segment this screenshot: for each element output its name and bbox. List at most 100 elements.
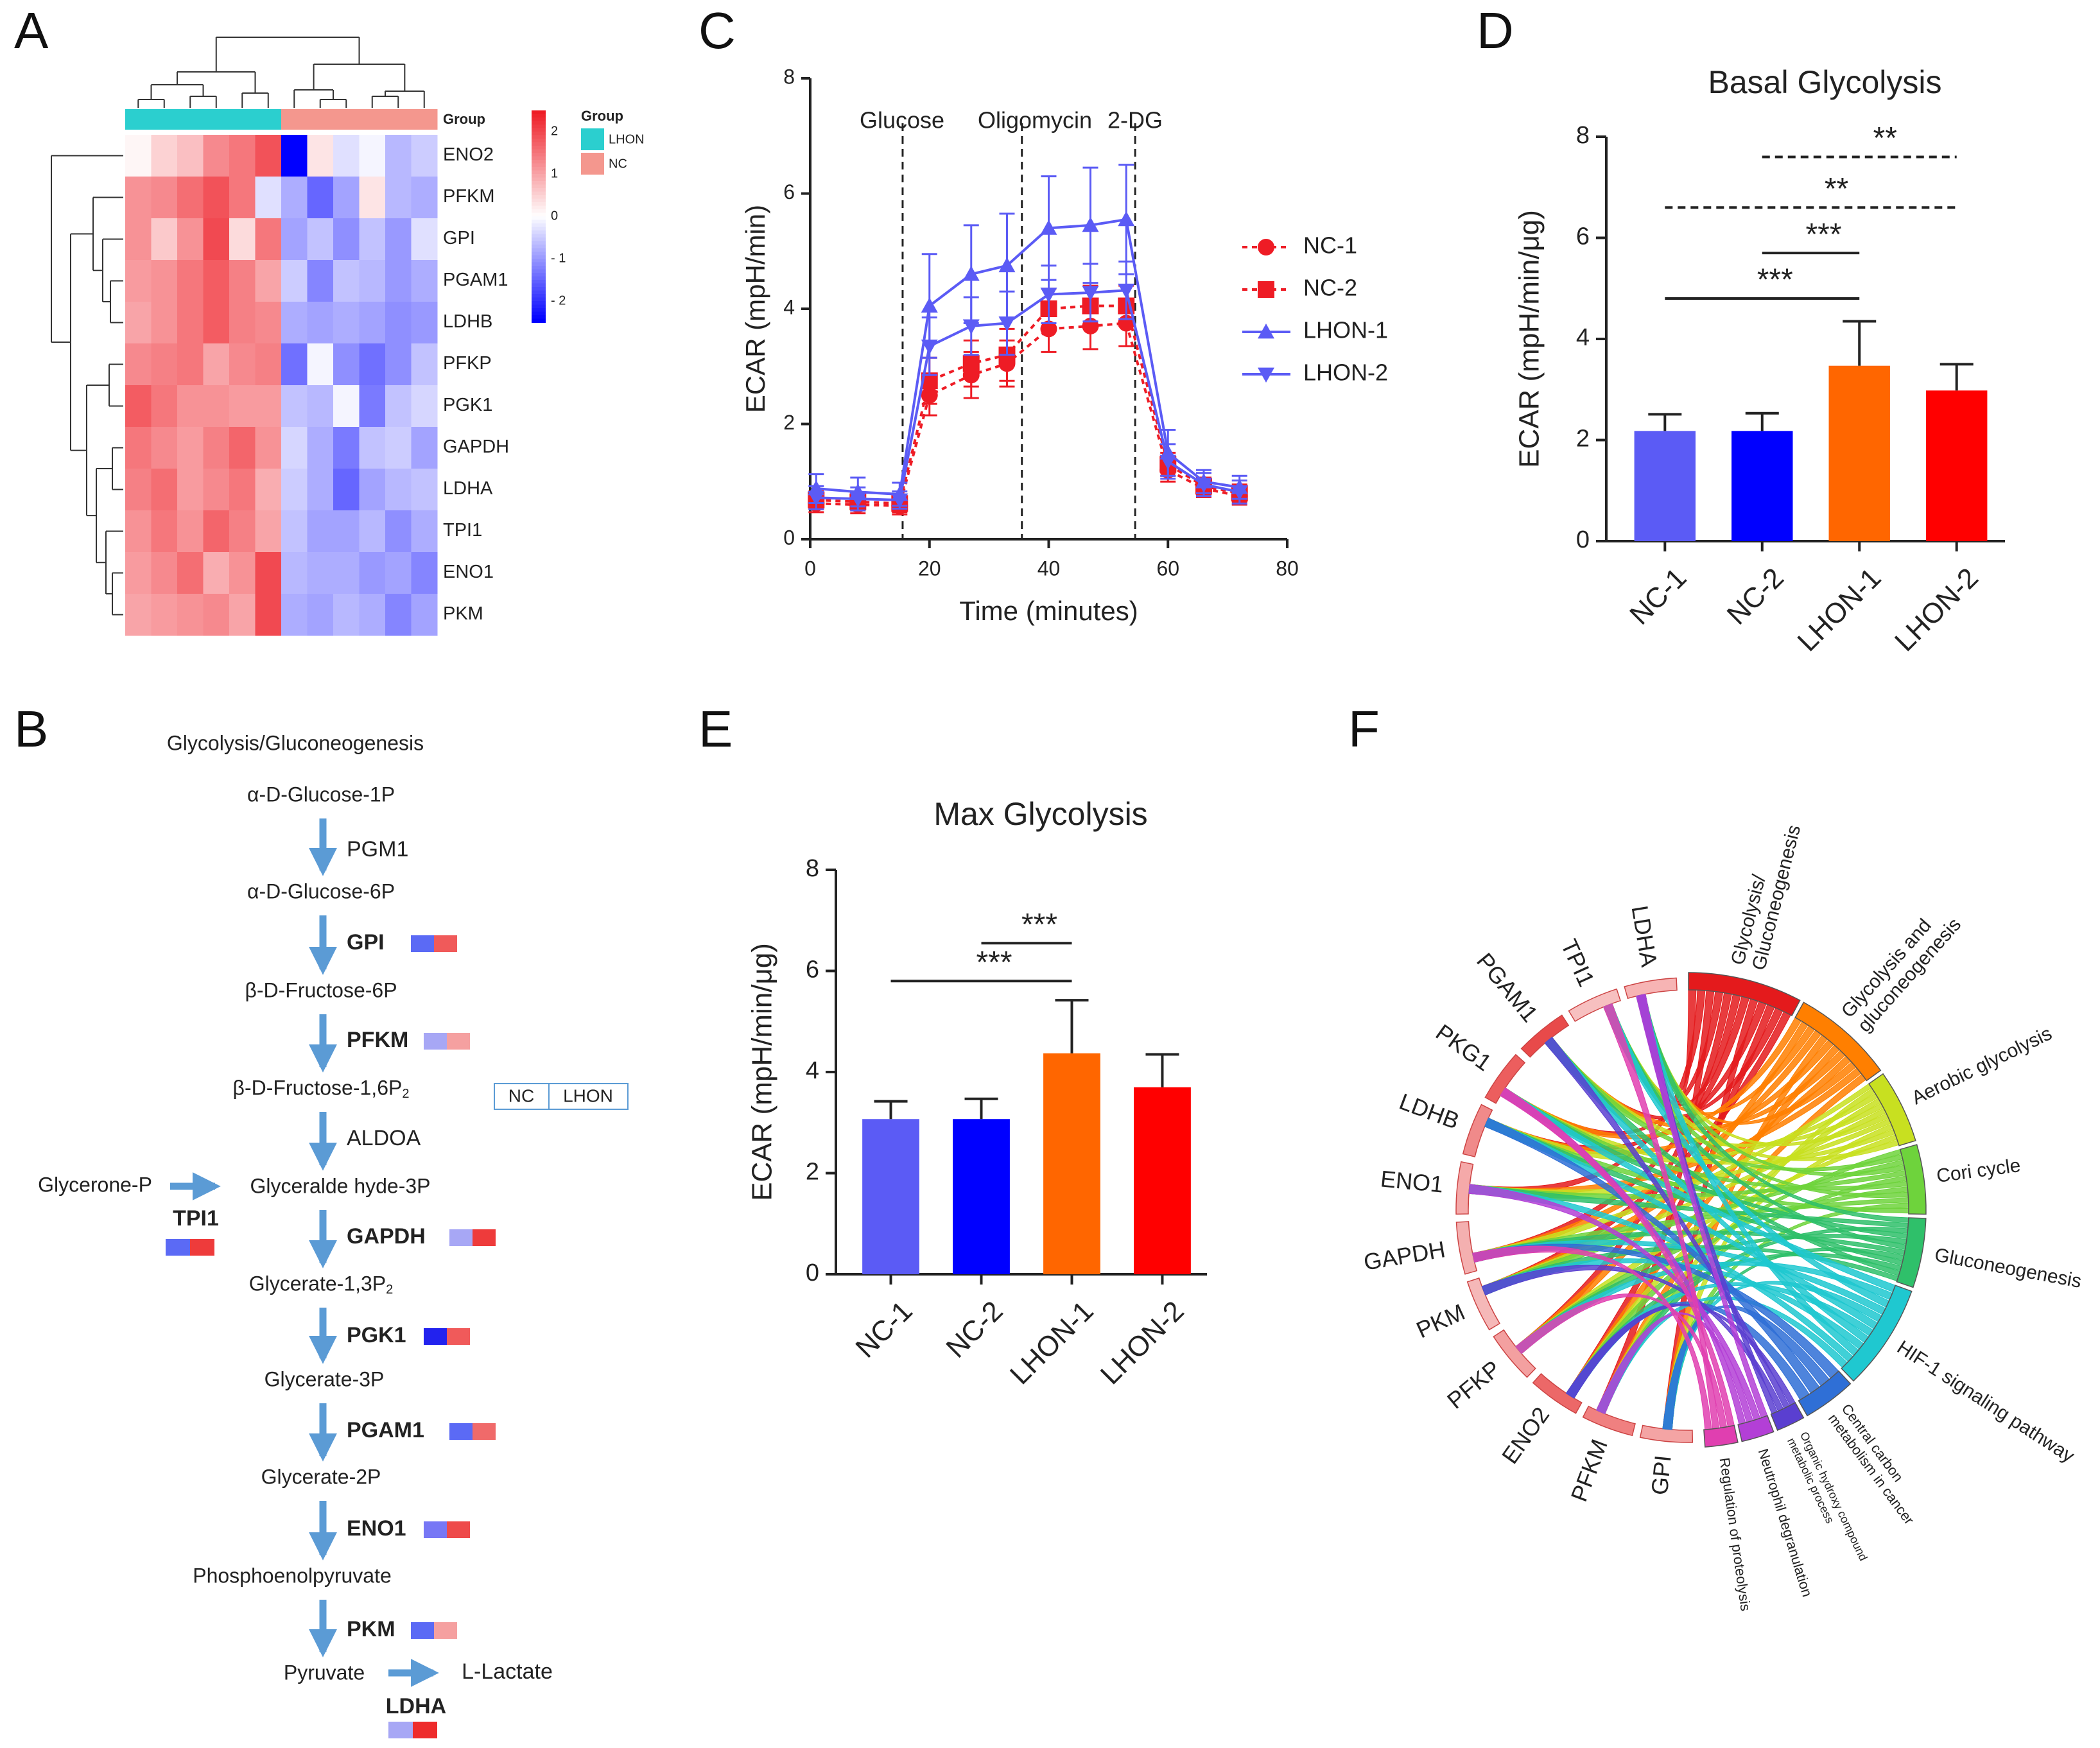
- gene-segment: [1568, 988, 1621, 1023]
- panel-label-b: B: [14, 700, 49, 757]
- heatmap-cell: [333, 594, 360, 636]
- heatmap-cell: [151, 302, 178, 344]
- colorbar-segment: [532, 117, 546, 122]
- heatmap-cell: [333, 427, 360, 469]
- heatmap-cell: [359, 177, 386, 219]
- heatmap-cell: [125, 177, 152, 219]
- x-tick-label: NC-1: [849, 1295, 918, 1363]
- heatmap-cell: [255, 302, 282, 344]
- gene-label: PFKM: [1565, 1435, 1612, 1505]
- colorbar-segment: [532, 212, 546, 217]
- gene-segment: [1493, 1329, 1536, 1378]
- group-annotation-cell: [177, 109, 204, 130]
- colorbar-segment: [532, 191, 546, 196]
- data-point: [1082, 286, 1099, 301]
- heatmap-cell: [281, 343, 308, 386]
- term-label: Cori cycle: [1935, 1155, 2022, 1187]
- colorbar-segment: [532, 170, 546, 175]
- pathway-metabolite: β-D-Fructose-1,6P2: [233, 1076, 410, 1101]
- term-segment: [1841, 1285, 1913, 1382]
- colorbar-segment: [532, 114, 546, 118]
- chord-link: [1544, 1037, 1790, 1409]
- heatmap-cell: [385, 135, 412, 177]
- heatmap-cell: [359, 510, 386, 553]
- heatmap-cell: [255, 177, 282, 219]
- x-tick-label: 0: [804, 557, 816, 580]
- data-point: [998, 316, 1016, 332]
- heatmap-cell: [177, 302, 204, 344]
- heatmap-cell: [229, 343, 256, 386]
- heatmap-cell: [333, 385, 360, 428]
- heatmap-cell: [229, 594, 256, 636]
- colorbar-segment: [532, 146, 546, 150]
- heatmap-cell: [359, 594, 386, 636]
- x-tick-label: 60: [1156, 557, 1179, 580]
- gene-segment: [1484, 1053, 1526, 1104]
- y-tick-label: 6: [783, 180, 795, 203]
- heatmap-cell: [229, 427, 256, 469]
- data-point: [1118, 283, 1135, 299]
- heatmap-cell: [411, 135, 438, 177]
- colorbar-segment: [532, 287, 546, 291]
- injection-label: 2-DG: [1107, 107, 1163, 134]
- pathway-enzyme: PGM1: [347, 837, 408, 861]
- heatmap-row-label: PFKM: [443, 186, 495, 207]
- heatmap-cell: [229, 302, 256, 344]
- data-point: [1040, 288, 1057, 303]
- heatmap-cell: [177, 218, 204, 261]
- heatmap-cell: [281, 218, 308, 261]
- pathway-metabolite: Glyceralde hyde-3P: [250, 1174, 430, 1197]
- colorbar-segment: [532, 252, 546, 256]
- heatmap-cell: [307, 343, 334, 386]
- pathway-enzyme: PGK1: [347, 1323, 406, 1347]
- chart-title: Max Glycolysis: [933, 796, 1147, 832]
- y-axis-label: ECAR (mpH/min/μg): [747, 943, 778, 1201]
- group-annotation-label: Group: [443, 111, 485, 127]
- gene-segment: [1624, 977, 1678, 999]
- heatmap-cell: [151, 510, 178, 553]
- colorbar-segment: [532, 241, 546, 245]
- heatmap-cell: [229, 177, 256, 219]
- heatmap-cell: [333, 177, 360, 219]
- group-annotation-cell: [281, 109, 308, 130]
- series-lhon-2: [808, 260, 1248, 512]
- expression-swatch-lhon: [473, 1229, 496, 1246]
- heatmap-cell: [151, 469, 178, 511]
- pathway-panel: Glycolysis/Gluconeogenesis α-D-Glucose-1P…: [38, 731, 629, 1738]
- subscript: 2: [402, 1087, 409, 1101]
- expression-swatch-nc: [388, 1722, 413, 1738]
- group-annotation-cell: [385, 109, 412, 130]
- colorbar-segment: [532, 216, 546, 221]
- group-legend-swatch: [581, 128, 604, 150]
- x-axis-label: Time (minutes): [959, 596, 1138, 626]
- colorbar-segment: [532, 318, 546, 323]
- colorbar-segment: [532, 262, 546, 266]
- colorbar-segment: [532, 132, 546, 136]
- group-annotation-cell: [151, 109, 178, 130]
- subscript: 2: [386, 1283, 393, 1297]
- colorbar-segment: [532, 248, 546, 252]
- heatmap-cell: [307, 469, 334, 511]
- y-tick-label: 4: [806, 1057, 819, 1084]
- colorbar-segment: [532, 188, 546, 193]
- heatmap-cell: [229, 469, 256, 511]
- gene-label: PKG1: [1431, 1019, 1497, 1076]
- significance-label: ***: [1805, 218, 1841, 252]
- expression-swatch-lhon: [413, 1722, 437, 1738]
- heatmap-cell: [255, 218, 282, 261]
- colorbar-segment: [532, 227, 546, 231]
- heatmap-cell: [359, 469, 386, 511]
- heatmap-cell: [177, 594, 204, 636]
- data-point: [962, 355, 980, 372]
- heatmap-cell: [255, 594, 282, 636]
- heatmap-cell: [203, 218, 230, 261]
- data-point: [962, 266, 980, 281]
- heatmap-row-label: PFKP: [443, 353, 492, 374]
- heatmap-cell: [411, 302, 438, 344]
- heatmap-cell: [177, 135, 204, 177]
- heatmap-cell: [281, 469, 308, 511]
- gene-label: GPI: [1646, 1454, 1676, 1496]
- heatmap-cell: [359, 218, 386, 261]
- heatmap-cell: [151, 260, 178, 302]
- gene-label: GAPDH: [1362, 1236, 1447, 1276]
